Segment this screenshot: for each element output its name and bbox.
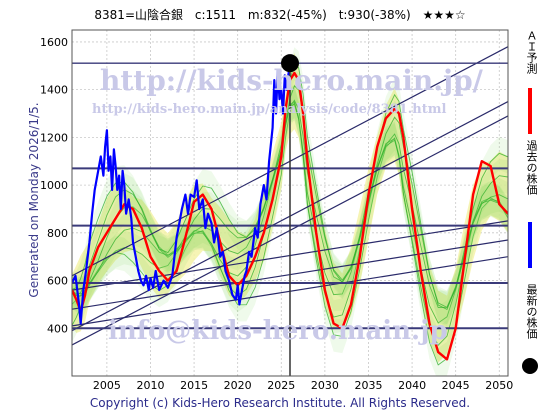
legend-ai-swatch: [528, 88, 532, 134]
x-tick-label-2050: 2050: [485, 379, 513, 392]
y-tick-label-1400: 1400: [40, 84, 68, 97]
target-value: t:930(-38%): [338, 8, 411, 22]
y-tick-label-1600: 1600: [40, 36, 68, 49]
y-tick-label-800: 800: [47, 227, 68, 240]
projection-area-4: [72, 83, 508, 325]
tick-labels: 2005 2010 2015 2020 2025 2030 2035 2040 2045 2050…: [40, 36, 513, 392]
latest-point-marker: [281, 54, 299, 73]
projection-area-5: [72, 69, 508, 325]
x-tick-label-2015: 2015: [180, 379, 208, 392]
x-tick-label-2020: 2020: [224, 379, 252, 392]
projection-area-3: [72, 87, 508, 340]
chart-title: 8381=山陰合銀 c:1511 m:832(-45%) t:930(-38%)…: [0, 6, 560, 23]
series-line-past-price: [72, 63, 292, 325]
plot-frame: [71, 29, 509, 377]
axes: [71, 29, 509, 377]
x-tick-label-2045: 2045: [442, 379, 470, 392]
x-tick-label-2035: 2035: [354, 379, 382, 392]
watermark-analysis-url: http://kids-hero.main.jp/analysis/code/8…: [92, 102, 447, 117]
legend-latest-marker: [522, 358, 538, 374]
y-tick-label-1200: 1200: [40, 131, 68, 144]
legend: ＡＩ予測 過去の株価 最新の株価: [514, 30, 550, 380]
legend-past-label: 過去の株価: [525, 140, 538, 195]
y-tick-label-400: 400: [47, 322, 68, 335]
x-tick-label-2030: 2030: [311, 379, 339, 392]
projection-area-2: [72, 85, 508, 362]
y-tick-label-600: 600: [47, 275, 68, 288]
legend-past-swatch: [528, 222, 532, 268]
y-tick-label-1000: 1000: [40, 179, 68, 192]
mid-value: m:832(-45%): [247, 8, 327, 22]
current-price: c:1511: [194, 8, 237, 22]
generated-date-text: Generated on Monday 2026/1/5.: [27, 102, 41, 298]
x-tick-label-2025: 2025: [267, 379, 295, 392]
generated-date-label: Generated on Monday 2026/1/5.: [27, 102, 41, 297]
copyright: Copyright (c) Kids-Hero Research Institu…: [89, 396, 471, 410]
x-tick-label-2005: 2005: [93, 379, 121, 392]
x-tick-label-2010: 2010: [136, 379, 164, 392]
legend-latest-label: 最新の株価: [525, 284, 538, 339]
code-name: 8381=山陰合銀: [94, 8, 184, 22]
watermark-url: http://kids-hero.main.jp/: [100, 64, 483, 97]
x-tick-label-2040: 2040: [398, 379, 426, 392]
legend-ai-label: ＡＩ予測: [525, 30, 538, 74]
rating-stars: ★★★☆: [422, 8, 466, 22]
forecast-band-yellow: [72, 53, 508, 363]
watermark-email: info@kids-hero.main.jp: [108, 316, 448, 346]
